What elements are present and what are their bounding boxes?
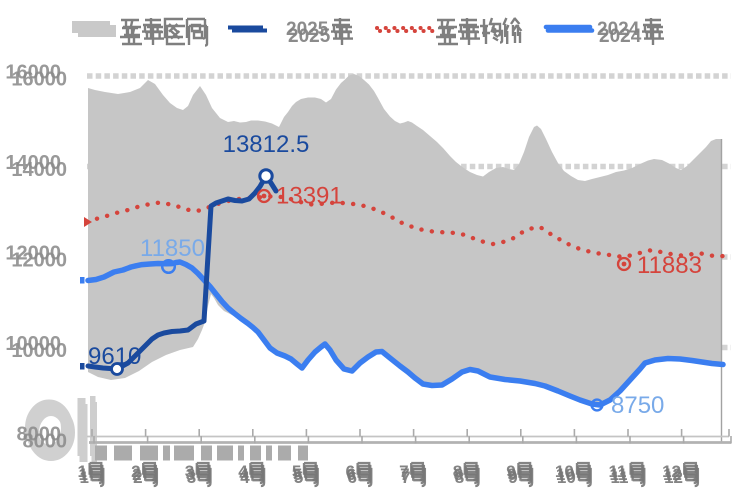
svg-text:3: 3: [186, 465, 195, 484]
svg-text:12: 12: [663, 465, 682, 484]
svg-text:2025: 2025: [288, 26, 331, 47]
svg-text:8: 8: [454, 465, 463, 484]
svg-text:8750: 8750: [611, 392, 664, 419]
svg-text:2: 2: [132, 465, 141, 484]
svg-text:9: 9: [507, 465, 516, 484]
svg-text:3: 3: [185, 462, 194, 481]
svg-text:5: 5: [294, 468, 303, 487]
svg-text:12000: 12000: [11, 250, 67, 272]
svg-text:10000: 10000: [11, 340, 67, 362]
svg-text:5: 5: [292, 462, 301, 481]
svg-text:10: 10: [556, 465, 575, 484]
svg-text:9610: 9610: [88, 343, 141, 370]
svg-text:12000: 12000: [5, 243, 61, 265]
svg-text:11: 11: [611, 468, 629, 487]
svg-text:3: 3: [187, 468, 196, 487]
svg-text:11: 11: [610, 465, 628, 484]
svg-text:4: 4: [238, 462, 248, 481]
svg-text:6: 6: [347, 465, 356, 484]
svg-text:4: 4: [239, 465, 249, 484]
svg-text:12: 12: [664, 468, 683, 487]
svg-text:2024: 2024: [597, 19, 640, 40]
svg-text:16000: 16000: [11, 69, 67, 91]
svg-text:6: 6: [346, 462, 355, 481]
svg-text:10: 10: [557, 468, 576, 487]
svg-text:11850: 11850: [140, 235, 205, 262]
svg-text:4: 4: [240, 468, 250, 487]
svg-text:12: 12: [662, 462, 681, 481]
svg-text:7: 7: [400, 465, 409, 484]
svg-text:2025: 2025: [286, 19, 329, 40]
svg-text:10: 10: [555, 462, 574, 481]
svg-text:8: 8: [455, 468, 464, 487]
svg-text:7: 7: [401, 468, 410, 487]
svg-text:1: 1: [78, 462, 87, 481]
svg-text:7: 7: [399, 462, 408, 481]
svg-text:8000: 8000: [17, 424, 62, 446]
svg-text:11883: 11883: [637, 252, 702, 279]
svg-text:11: 11: [609, 462, 627, 481]
svg-text:1: 1: [79, 465, 88, 484]
svg-text:5: 5: [293, 465, 302, 484]
svg-text:14000: 14000: [11, 159, 67, 181]
svg-text:9: 9: [506, 462, 515, 481]
svg-text:8000: 8000: [23, 431, 68, 453]
svg-text:13391: 13391: [276, 183, 343, 210]
svg-text:16000: 16000: [5, 62, 61, 84]
svg-text:10000: 10000: [5, 333, 61, 355]
svg-text:9: 9: [508, 468, 517, 487]
svg-text:6: 6: [348, 468, 357, 487]
svg-text:1: 1: [80, 468, 89, 487]
svg-text:2: 2: [131, 462, 140, 481]
svg-text:8: 8: [453, 462, 462, 481]
svg-text:2: 2: [133, 468, 142, 487]
svg-text:14000: 14000: [5, 152, 61, 174]
svg-text:2024: 2024: [599, 26, 642, 47]
svg-text:13812.5: 13812.5: [223, 131, 310, 158]
